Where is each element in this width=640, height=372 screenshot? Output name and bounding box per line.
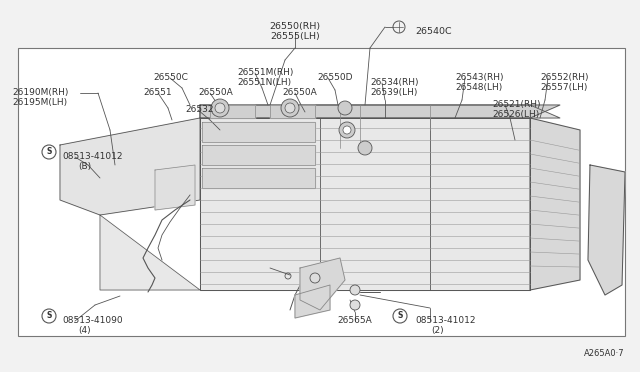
Text: 26551M(RH): 26551M(RH): [237, 68, 293, 77]
Circle shape: [215, 103, 225, 113]
Text: 26540C: 26540C: [415, 27, 452, 36]
Circle shape: [339, 122, 355, 138]
Text: 26190M(RH): 26190M(RH): [12, 88, 68, 97]
Circle shape: [350, 300, 360, 310]
Polygon shape: [202, 145, 315, 165]
Text: 26551N(LH): 26551N(LH): [237, 78, 291, 87]
Text: S: S: [46, 311, 52, 321]
Text: 26521(RH): 26521(RH): [492, 100, 541, 109]
Text: 26565A: 26565A: [338, 316, 372, 325]
Text: 26526(LH): 26526(LH): [492, 110, 540, 119]
Text: (2): (2): [431, 326, 444, 335]
Text: 26548(LH): 26548(LH): [455, 83, 502, 92]
Text: 26550A: 26550A: [198, 88, 233, 97]
Text: 08513-41090: 08513-41090: [62, 316, 123, 325]
Polygon shape: [100, 215, 200, 290]
Text: 26551: 26551: [143, 88, 172, 97]
Circle shape: [281, 99, 299, 117]
Text: S: S: [397, 311, 403, 321]
Circle shape: [358, 141, 372, 155]
Polygon shape: [300, 258, 345, 310]
Text: 26550(RH): 26550(RH): [269, 22, 321, 31]
Text: 26539(LH): 26539(LH): [370, 88, 417, 97]
Polygon shape: [530, 118, 580, 290]
Text: 26552(RH): 26552(RH): [540, 73, 589, 82]
Polygon shape: [270, 105, 315, 118]
Polygon shape: [202, 122, 315, 142]
Text: 26550D: 26550D: [317, 73, 353, 82]
Bar: [18, 48, 625, 336]
Polygon shape: [200, 118, 530, 290]
Text: 26543(RH): 26543(RH): [455, 73, 504, 82]
Polygon shape: [210, 105, 255, 118]
Polygon shape: [200, 105, 560, 118]
Circle shape: [343, 126, 351, 134]
Text: 08513-41012: 08513-41012: [415, 316, 476, 325]
Text: 26532: 26532: [185, 105, 214, 114]
Circle shape: [338, 101, 352, 115]
Polygon shape: [588, 165, 625, 295]
Polygon shape: [155, 165, 195, 210]
Circle shape: [350, 285, 360, 295]
Text: 26550A: 26550A: [282, 88, 317, 97]
Text: (B): (B): [78, 162, 91, 171]
Text: 26195M(LH): 26195M(LH): [12, 98, 67, 107]
Polygon shape: [60, 118, 200, 215]
Circle shape: [310, 273, 320, 283]
Text: 26534(RH): 26534(RH): [370, 78, 419, 87]
Polygon shape: [202, 168, 315, 188]
Text: 26557(LH): 26557(LH): [540, 83, 588, 92]
Circle shape: [285, 103, 295, 113]
Text: 08513-41012: 08513-41012: [62, 152, 122, 161]
Text: S: S: [46, 148, 52, 157]
Polygon shape: [200, 105, 560, 118]
Text: (4): (4): [78, 326, 91, 335]
Text: 26555(LH): 26555(LH): [270, 32, 320, 41]
Text: A265A0·7: A265A0·7: [584, 349, 625, 358]
Text: 26550C: 26550C: [153, 73, 188, 82]
Circle shape: [211, 99, 229, 117]
Polygon shape: [295, 285, 330, 318]
